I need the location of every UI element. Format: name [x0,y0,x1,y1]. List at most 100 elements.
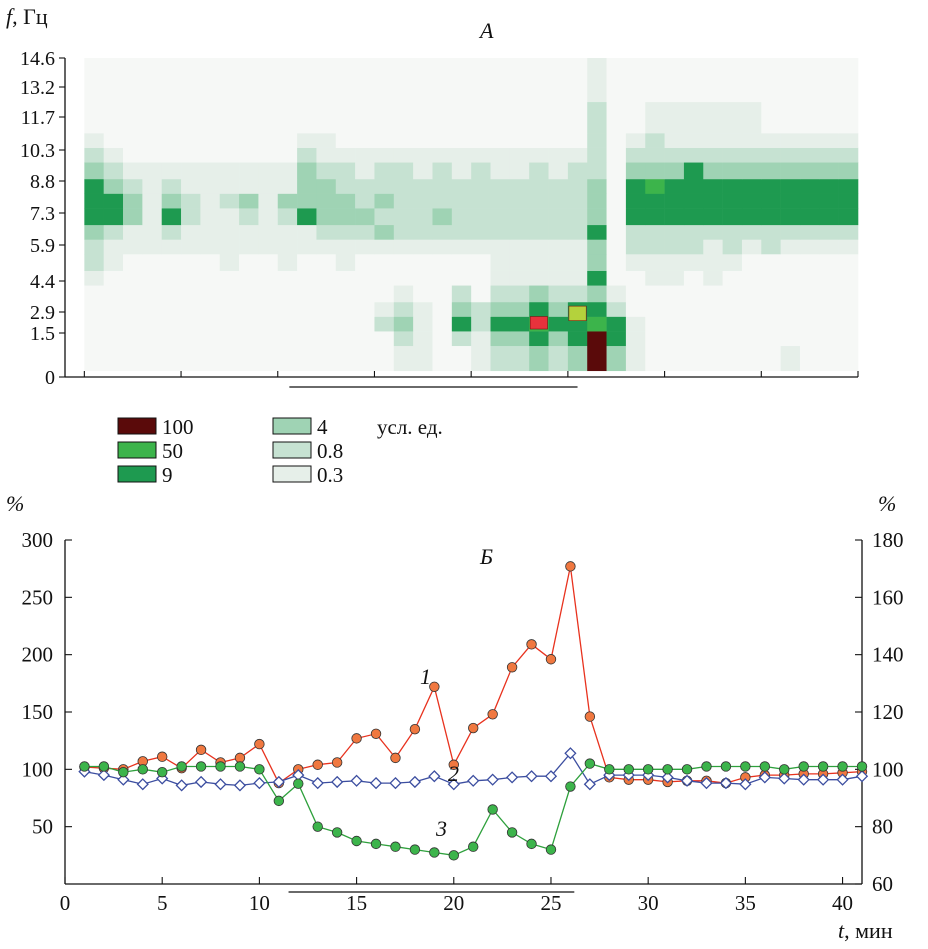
heatmap-cell [471,285,491,303]
heatmap-cell [258,208,279,226]
heatmap-cell [587,331,607,347]
series-1-point [156,751,168,762]
series-2-point [467,774,480,787]
heatmap-cell [529,162,549,180]
heatmap-cell [181,162,201,180]
series-3-point [642,764,654,775]
series-2-point [233,779,247,792]
heatmap-cell [548,345,569,372]
heatmap-cell [200,270,221,286]
series-3-point [487,804,498,815]
line-xlabel: t, мин [838,918,893,943]
heatmap-cell [799,193,820,209]
heatmap-cell [219,285,240,303]
heatmap-cell [606,208,627,226]
heatmap-cell [683,224,704,240]
heatmap-cell [413,239,433,255]
heatmap-cell [239,270,259,286]
heatmap-cell [393,239,414,255]
heatmap-cell [200,224,221,240]
heatmap-cell [451,224,472,240]
heatmap-cell [219,101,240,134]
heatmap-cell [432,162,453,180]
heatmap-cell [316,224,337,240]
heatmap-cell [780,331,801,347]
heatmap-cell [181,147,201,163]
heatmap-cell [103,345,124,372]
heatmap-cell [200,193,221,209]
heatmap-cell [780,162,801,180]
heatmap-cell [761,316,781,332]
heatmap-cell [297,133,317,148]
heatmap-y-tick-label: 4.4 [30,271,55,293]
heatmap-cell [142,285,163,303]
heatmap-cell [277,331,298,347]
heatmap-cell [819,101,839,134]
heatmap-cell [838,193,859,209]
series-3-point [526,838,537,850]
series-2-point [156,772,169,785]
line-y-tick-label-right: 120 [872,700,904,724]
heatmap-cell [123,253,143,271]
heatmap-cell [722,224,743,240]
heatmap-cell [490,331,511,347]
heatmap-cell [509,253,530,271]
heatmap-cell [529,301,549,317]
heatmap-cell [451,58,472,103]
heatmap-cell [200,58,221,103]
heatmap-cell [374,147,395,163]
heatmap-cell [219,301,240,317]
series-2-point [544,770,558,783]
heatmap-cell [84,162,104,180]
heatmap-cell [664,270,685,286]
heatmap-cell [780,224,801,240]
heatmap-cell [219,239,240,255]
heatmap-cell [355,208,375,226]
series-1-point [468,722,479,734]
series-2-point [719,776,733,790]
heatmap-cell [606,331,627,347]
legend-item-50: 50 [117,439,183,463]
series-1-point [351,733,362,744]
heatmap-cell [413,193,433,209]
heatmap-cell [432,331,453,347]
heatmap-cell [703,331,723,347]
heatmap-cell [142,178,163,194]
heatmap-cell [181,193,201,209]
heatmap-cell [490,345,511,372]
heatmap-cell [103,162,124,180]
heatmap-cell [606,178,627,194]
heatmap-cell [799,224,820,240]
legend-swatch-50 [117,441,157,459]
heatmap-cell [761,162,781,180]
heatmap-cell [819,178,839,194]
series-3-point [798,761,809,772]
heatmap-cell [142,301,163,317]
series-2-point [700,776,713,790]
line-x-tick-label: 30 [638,891,659,915]
heatmap-cell [239,58,259,103]
heatmap-cell [297,58,317,103]
heatmap-cell [413,345,433,372]
heatmap-cell [664,224,685,240]
heatmap-cell [703,316,723,332]
heatmap-cell [355,58,375,103]
series-2-point [194,775,208,789]
heatmap-cell [567,270,588,286]
heatmap-cell [645,147,665,163]
heatmap-cell [335,224,356,240]
legend-swatch-4 [272,417,312,435]
heatmap-cell [84,301,104,317]
heatmap-cell [664,345,685,372]
series-2-point [117,773,130,786]
heatmap-cell [509,285,530,303]
heatmap-cell [761,208,781,226]
heatmap-cell [606,316,627,332]
heatmap-cell [471,239,491,255]
heatmap-cell [587,193,607,209]
heatmap-cell [451,101,472,134]
heatmap-panel-label: А [478,18,494,43]
heatmap-cell [277,345,298,372]
heatmap-cell [471,270,491,286]
